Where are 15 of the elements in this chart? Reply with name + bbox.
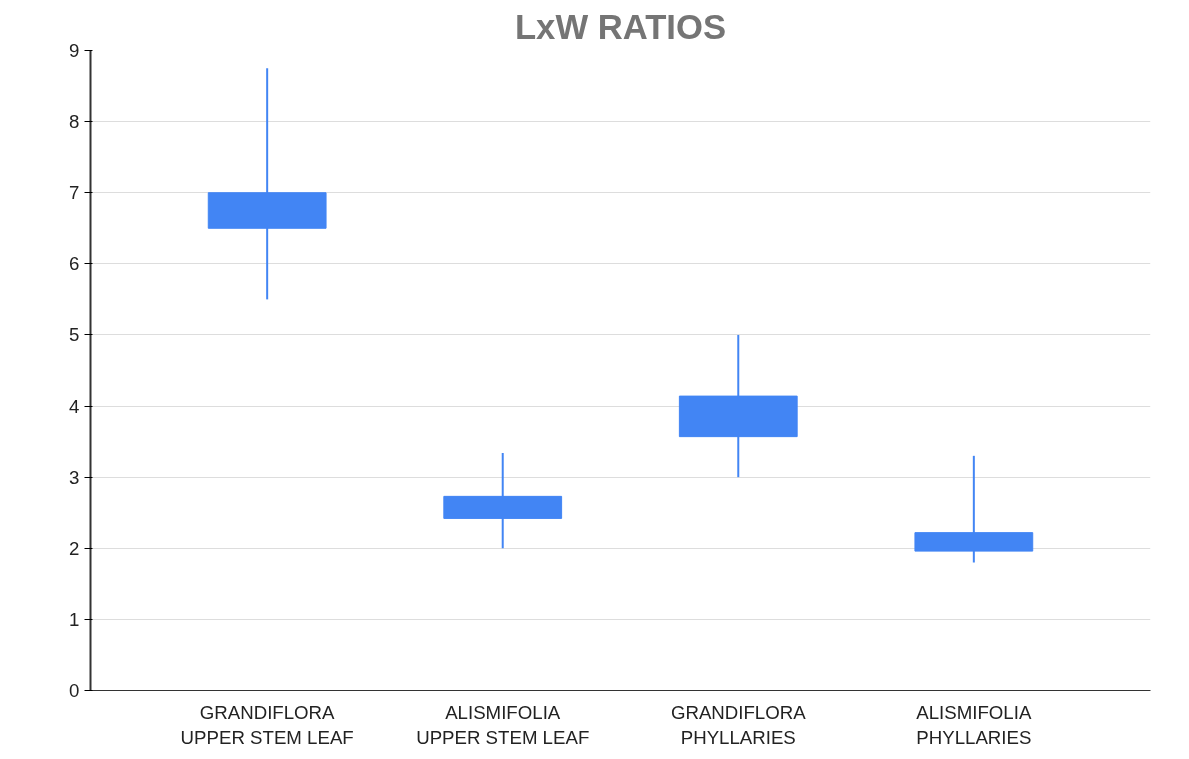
y-tick-label: 4 [69,395,80,417]
y-tick-label: 3 [69,466,80,488]
x-tick-label: ALISMIFOLIA UPPER STEM LEAF [416,701,590,748]
y-tick-label: 7 [69,182,80,204]
y-tick-label: 8 [69,111,80,133]
y-tick-label: 6 [69,253,80,275]
x-tick-label: GRANDIFLORA PHYLLARIES [670,701,807,748]
x-tick-label: ALISMIFOLIA PHYLLARIES [916,701,1032,748]
y-tick-label: 2 [69,537,80,559]
y-tick-label: 1 [69,608,80,630]
x-tick-label: GRANDIFLORA UPPER STEM LEAF [180,701,354,748]
y-tick-label: 9 [69,40,80,61]
y-tick-label: 5 [69,324,80,346]
chart-title: LxW RATIOS [514,7,727,46]
y-tick-label: 0 [69,680,80,701]
